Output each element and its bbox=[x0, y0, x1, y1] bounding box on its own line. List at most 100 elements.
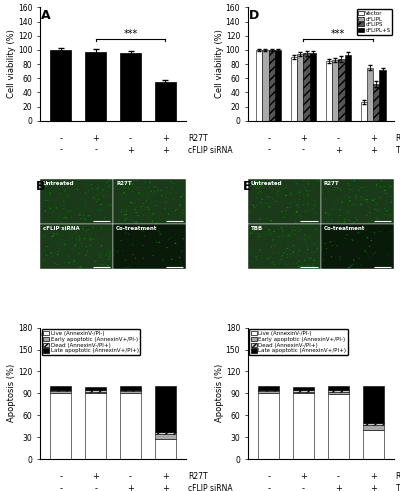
Ellipse shape bbox=[366, 195, 368, 196]
Ellipse shape bbox=[358, 232, 360, 233]
Ellipse shape bbox=[365, 199, 367, 200]
Ellipse shape bbox=[80, 218, 82, 219]
Ellipse shape bbox=[148, 197, 149, 198]
Ellipse shape bbox=[362, 198, 364, 199]
Ellipse shape bbox=[154, 191, 155, 192]
Ellipse shape bbox=[382, 186, 384, 188]
Text: cFLIP siRNA: cFLIP siRNA bbox=[43, 226, 80, 231]
Bar bbox=[248, 179, 321, 224]
Bar bbox=[363, 386, 384, 423]
Text: +: + bbox=[370, 484, 376, 491]
Ellipse shape bbox=[272, 253, 273, 254]
Ellipse shape bbox=[286, 211, 287, 213]
Text: +: + bbox=[127, 146, 134, 155]
Ellipse shape bbox=[280, 259, 282, 260]
Ellipse shape bbox=[135, 257, 136, 259]
Ellipse shape bbox=[77, 209, 78, 210]
Ellipse shape bbox=[179, 207, 180, 208]
Ellipse shape bbox=[132, 184, 134, 185]
Ellipse shape bbox=[269, 187, 270, 188]
Ellipse shape bbox=[360, 196, 362, 197]
Ellipse shape bbox=[73, 256, 74, 257]
Ellipse shape bbox=[307, 245, 308, 246]
Ellipse shape bbox=[326, 248, 327, 249]
Ellipse shape bbox=[99, 246, 100, 247]
Ellipse shape bbox=[108, 259, 110, 260]
Ellipse shape bbox=[325, 181, 326, 182]
Ellipse shape bbox=[107, 196, 108, 197]
Text: +: + bbox=[162, 134, 169, 143]
Ellipse shape bbox=[102, 264, 103, 265]
Text: +: + bbox=[300, 472, 307, 481]
Ellipse shape bbox=[108, 184, 109, 185]
Ellipse shape bbox=[270, 216, 271, 217]
Ellipse shape bbox=[254, 180, 256, 181]
Text: -: - bbox=[59, 472, 62, 481]
Ellipse shape bbox=[100, 204, 102, 205]
Ellipse shape bbox=[52, 212, 54, 213]
Ellipse shape bbox=[307, 203, 308, 204]
Ellipse shape bbox=[299, 191, 300, 192]
Ellipse shape bbox=[277, 195, 279, 196]
Ellipse shape bbox=[132, 254, 134, 255]
Ellipse shape bbox=[44, 236, 46, 237]
Ellipse shape bbox=[152, 213, 154, 215]
Ellipse shape bbox=[357, 219, 358, 220]
Ellipse shape bbox=[345, 219, 346, 220]
Ellipse shape bbox=[165, 208, 166, 209]
Ellipse shape bbox=[102, 189, 104, 190]
Ellipse shape bbox=[353, 180, 355, 182]
Ellipse shape bbox=[93, 243, 94, 244]
Text: +: + bbox=[335, 484, 342, 491]
Text: +: + bbox=[162, 146, 169, 155]
Ellipse shape bbox=[323, 260, 324, 261]
Ellipse shape bbox=[76, 231, 77, 232]
Ellipse shape bbox=[138, 192, 140, 193]
Ellipse shape bbox=[286, 264, 287, 265]
Ellipse shape bbox=[330, 209, 332, 210]
Ellipse shape bbox=[339, 216, 341, 217]
Ellipse shape bbox=[78, 251, 79, 252]
Ellipse shape bbox=[51, 261, 52, 262]
Ellipse shape bbox=[308, 194, 309, 195]
Ellipse shape bbox=[366, 215, 368, 216]
Text: -: - bbox=[267, 472, 270, 481]
Ellipse shape bbox=[269, 197, 270, 198]
Ellipse shape bbox=[262, 186, 263, 187]
Ellipse shape bbox=[146, 200, 147, 201]
Ellipse shape bbox=[360, 204, 362, 205]
Bar bbox=[50, 390, 71, 391]
Bar bbox=[155, 432, 176, 434]
Ellipse shape bbox=[47, 200, 48, 201]
Ellipse shape bbox=[97, 182, 99, 183]
Ellipse shape bbox=[175, 234, 176, 235]
Ellipse shape bbox=[250, 212, 251, 213]
Text: -: - bbox=[267, 484, 270, 491]
Ellipse shape bbox=[84, 207, 86, 208]
Ellipse shape bbox=[92, 239, 93, 240]
Ellipse shape bbox=[142, 245, 144, 246]
Ellipse shape bbox=[174, 198, 175, 200]
Ellipse shape bbox=[106, 255, 107, 256]
Ellipse shape bbox=[268, 206, 270, 207]
Text: TBB: TBB bbox=[396, 146, 400, 155]
Ellipse shape bbox=[125, 194, 127, 195]
Ellipse shape bbox=[45, 186, 47, 187]
Ellipse shape bbox=[308, 235, 310, 236]
Ellipse shape bbox=[97, 188, 99, 189]
Ellipse shape bbox=[59, 193, 60, 194]
Ellipse shape bbox=[268, 219, 270, 220]
Bar bbox=[113, 224, 186, 270]
Ellipse shape bbox=[310, 258, 311, 259]
Ellipse shape bbox=[286, 207, 288, 208]
Ellipse shape bbox=[375, 252, 376, 253]
Ellipse shape bbox=[260, 191, 262, 192]
Ellipse shape bbox=[72, 230, 74, 231]
Text: -: - bbox=[59, 146, 62, 155]
Ellipse shape bbox=[94, 261, 96, 262]
Ellipse shape bbox=[384, 214, 386, 215]
Text: Untreated: Untreated bbox=[43, 181, 74, 186]
Ellipse shape bbox=[296, 205, 298, 206]
Ellipse shape bbox=[167, 187, 168, 188]
Text: R27T: R27T bbox=[188, 472, 208, 481]
